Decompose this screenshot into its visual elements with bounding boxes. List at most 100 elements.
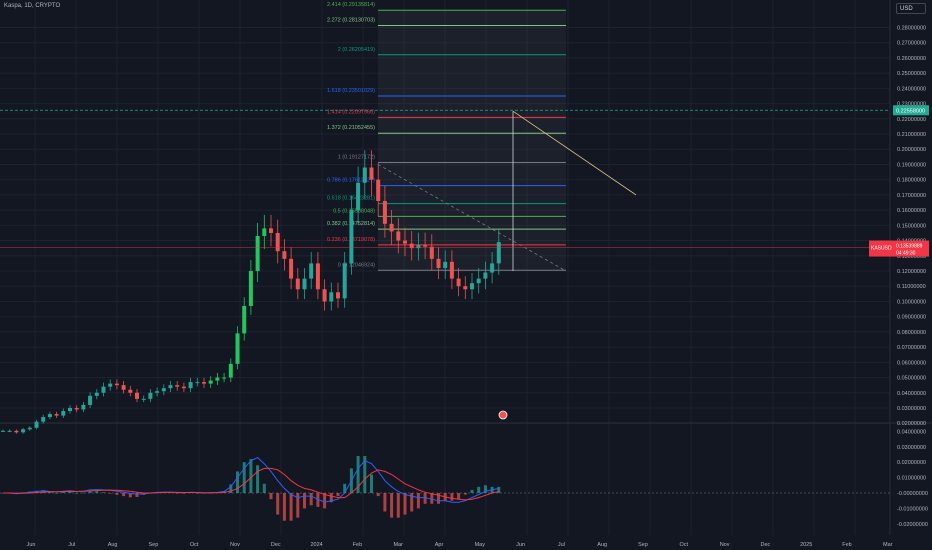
candle-body (349, 210, 354, 264)
candle-body (416, 245, 421, 249)
oscillator-tick-label: -0.01000000 (897, 506, 928, 512)
candle-body (41, 417, 46, 422)
symbol-title[interactable]: Kaspa, 1D, CRYPTO (4, 3, 61, 9)
histogram-bar (128, 493, 132, 498)
time-tick-label: Jun (27, 542, 36, 548)
price-tick-label: 0.21000000 (897, 132, 926, 138)
candle-body (496, 242, 501, 264)
price-tick-label: 0.09000000 (897, 315, 926, 321)
fib-extension-zone (378, 10, 566, 271)
histogram-bar (88, 490, 92, 493)
histogram-bar (122, 493, 126, 497)
histogram-bar (242, 462, 246, 493)
histogram-bar (470, 489, 474, 493)
histogram-bar (437, 493, 440, 504)
candle-body (476, 278, 481, 284)
candle-body (74, 407, 79, 410)
projection-target-line (512, 110, 637, 196)
candle-body (262, 228, 267, 236)
histogram-bar (81, 492, 85, 494)
price-tick-label: 0.17000000 (897, 193, 926, 199)
price-tick-label: 0.04000000 (897, 391, 926, 397)
histogram-bar (483, 485, 487, 493)
candle-body (436, 258, 441, 268)
currency-button[interactable]: USD (896, 3, 926, 14)
histogram-bar (135, 493, 139, 498)
alert-icon (498, 410, 508, 420)
candle-body (403, 240, 407, 244)
oscillator-tick-label: 0.02000000 (897, 460, 926, 466)
price-tick-label: 0.23000000 (897, 102, 926, 108)
candle-body (456, 278, 461, 287)
histogram-bar (309, 493, 313, 506)
candle-body (382, 200, 387, 224)
histogram-bar (195, 493, 199, 494)
histogram-bar (376, 493, 380, 497)
candle-body (188, 382, 193, 389)
candle-body (269, 228, 273, 233)
fib-level-label: 2 (0.26205419) (338, 47, 375, 53)
candle-body (208, 380, 213, 384)
candle-body (148, 392, 153, 399)
time-tick-label: Feb (353, 542, 362, 548)
price-tick-label: 0.20000000 (897, 147, 926, 153)
time-tick-label: Dec (761, 542, 771, 548)
candle-body (81, 404, 86, 410)
histogram-bar (329, 493, 333, 503)
candle-body (242, 306, 247, 334)
histogram-bar (276, 493, 280, 515)
candle-body (108, 383, 113, 387)
price-tick-label: 0.22000000 (897, 117, 926, 123)
candle-body (443, 261, 448, 268)
candle-body (161, 388, 166, 392)
candle-body (463, 286, 468, 290)
histogram-bar (182, 493, 186, 494)
time-tick-label: Apr (435, 542, 444, 548)
time-tick-label: Nov (230, 542, 240, 548)
histogram-bar (236, 471, 239, 493)
candle-body (322, 289, 327, 302)
histogram-bar (209, 493, 213, 494)
candle-body (141, 398, 146, 400)
candle-body (429, 246, 434, 259)
time-tick-label: Oct (190, 542, 199, 548)
histogram-bar (296, 493, 300, 518)
last-price-text: 0.13539889 (896, 244, 923, 250)
price-tick-label: 0.25000000 (897, 71, 926, 77)
candle-body (282, 251, 287, 259)
candle-body (342, 263, 347, 299)
candle-body (449, 261, 454, 279)
price-tick-label: 0.26000000 (897, 56, 926, 62)
price-tick-label: 0.07000000 (897, 345, 926, 351)
histogram-bar (396, 493, 400, 518)
histogram-bar (497, 486, 501, 493)
fib-level-label: 1.414 (0.22097566) (327, 109, 375, 115)
time-tick-label: Oct (680, 542, 689, 548)
histogram-bar (477, 486, 481, 493)
histogram-bar (289, 493, 293, 521)
candle-body (423, 245, 428, 247)
last-price-countdown: 04:49:30 (896, 251, 916, 257)
time-tick-label: Feb (842, 542, 851, 548)
candle-body (155, 391, 160, 393)
candle-body (362, 167, 367, 183)
candle-body (228, 363, 233, 378)
candle-body (222, 377, 227, 379)
candle-body (21, 429, 26, 433)
time-tick-label: Sep (638, 542, 648, 548)
histogram-bar (356, 456, 360, 493)
histogram-bar (403, 493, 407, 515)
time-tick-label: 2025 (800, 542, 812, 548)
candle-body (309, 263, 314, 279)
time-tick-label: May (475, 542, 486, 548)
histogram-bar (262, 483, 266, 493)
histogram-bar (336, 493, 340, 497)
candle-body (295, 278, 300, 290)
time-tick-label: Sep (149, 542, 159, 548)
histogram-bar (48, 492, 52, 493)
candle-body (114, 383, 119, 386)
candle-body (255, 235, 260, 271)
price-tick-label: 0.02000000 (897, 421, 926, 427)
candle-body (235, 333, 240, 364)
